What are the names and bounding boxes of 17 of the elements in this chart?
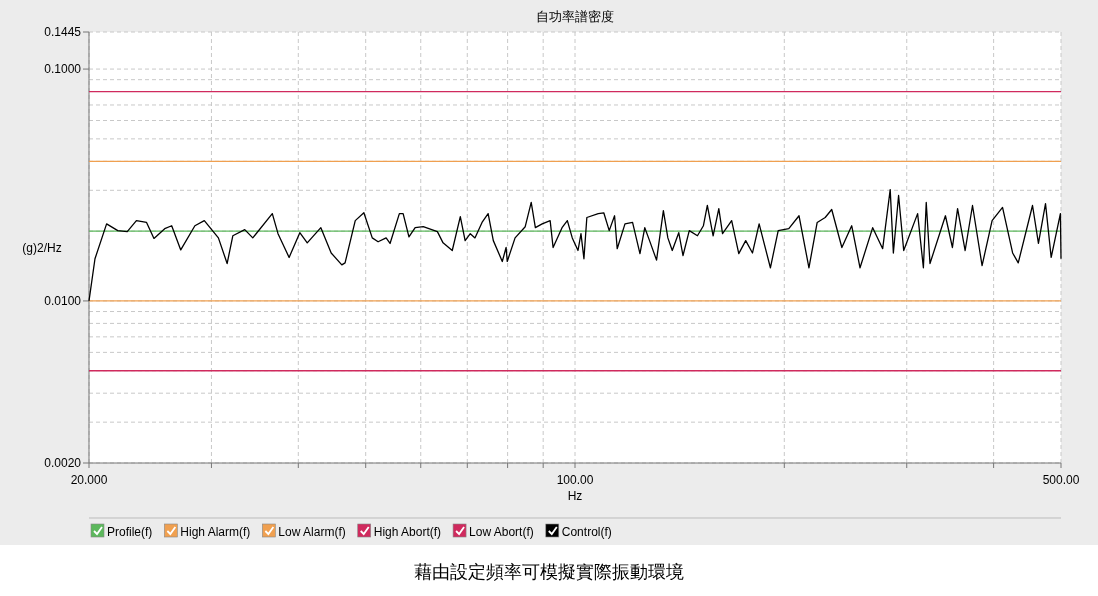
y-axis-title: (g)2/Hz (22, 240, 62, 255)
x-tick-label: 100.00 (556, 473, 594, 487)
y-tick-label: 0.0020 (44, 456, 82, 470)
chart-title: 自功率譜密度 (536, 9, 614, 24)
legend-label: Low Alarm(f) (278, 524, 346, 539)
y-tick-label: 0.1000 (44, 62, 82, 77)
y-tick-label: 0.0100 (44, 293, 82, 308)
x-tick-label: 20.000 (70, 473, 108, 487)
x-tick-label: 500.00 (1042, 473, 1080, 487)
legend-label: High Alarm(f) (180, 524, 251, 539)
x-axis-title: Hz (567, 489, 583, 503)
legend-label: High Abort(f) (373, 524, 442, 539)
legend-label: Low Abort(f) (469, 524, 534, 539)
legend-label: Control(f) (561, 524, 612, 539)
text: 藉由設定頻率可模擬實際振動環境 (414, 562, 684, 582)
y-tick-label: 0.1445 (44, 25, 82, 39)
legend-label: Profile(f) (107, 524, 153, 539)
